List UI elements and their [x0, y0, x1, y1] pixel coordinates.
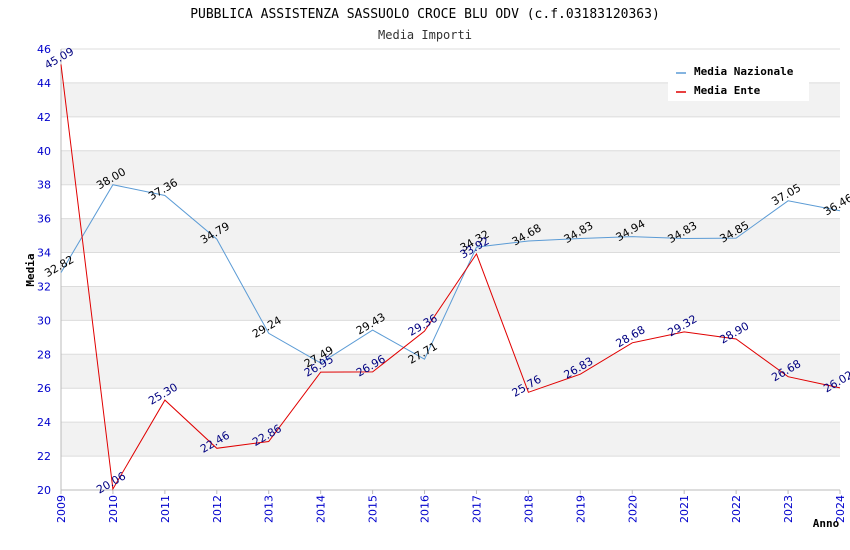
x-tick-label: 2018 [522, 495, 535, 523]
x-axis-label: Anno [813, 517, 840, 530]
y-tick-label: 46 [37, 43, 51, 56]
chart-title: PUBBLICA ASSISTENZA SASSUOLO CROCE BLU O… [190, 7, 660, 22]
grid-band [61, 150, 840, 185]
x-tick-label: 2012 [211, 495, 224, 523]
legend-label-ente: Media Ente [694, 84, 761, 97]
x-tick-label: 2022 [730, 495, 743, 523]
legend-label-national: Media Nazionale [694, 65, 794, 78]
y-tick-label: 22 [37, 450, 51, 463]
y-tick-label: 32 [37, 280, 51, 293]
legend: Media Nazionale Media Ente [668, 60, 809, 101]
x-tick-label: 2017 [470, 495, 483, 523]
x-tick-label: 2021 [678, 495, 691, 523]
y-tick-label: 28 [37, 348, 51, 361]
data-label: 28.68 [614, 323, 648, 350]
x-tick-label: 2013 [263, 495, 276, 523]
y-tick-label: 30 [37, 314, 51, 327]
series-line-media-ente [60, 64, 841, 491]
x-tick-label: 2010 [107, 495, 120, 523]
x-tick-label: 2015 [367, 495, 380, 523]
x-tick-label: 2009 [55, 495, 68, 523]
axes [60, 49, 840, 491]
data-label: 37.05 [769, 181, 803, 208]
grid-band [61, 354, 840, 389]
y-tick-label: 26 [37, 382, 51, 395]
x-tick-label: 2014 [315, 495, 328, 523]
legend-box [668, 60, 809, 101]
series-lines [60, 64, 841, 491]
y-axis-label: Media [24, 253, 37, 286]
x-tick-label: 2011 [159, 495, 172, 523]
y-tick-label: 44 [37, 77, 51, 90]
y-tick-label: 38 [37, 179, 51, 192]
y-tick-label: 40 [37, 145, 51, 158]
data-label: 36.46 [821, 191, 850, 218]
grid-bands [61, 82, 840, 457]
y-tick-labels: 20 22 24 26 28 30 32 34 36 38 40 42 44 46 [37, 43, 51, 497]
y-tick-label: 20 [37, 484, 51, 497]
chart-subtitle: Media Importi [378, 28, 472, 42]
data-label: 28.90 [717, 320, 751, 347]
series-line-media-nazionale [60, 184, 841, 364]
x-tick-label: 2016 [419, 495, 432, 523]
x-tick-label: 2020 [626, 495, 639, 523]
y-tick-label: 34 [37, 247, 51, 260]
y-tick-label: 42 [37, 111, 51, 124]
y-tick-label: 36 [37, 213, 51, 226]
grid-band [61, 218, 840, 253]
x-tick-label: 2024 [834, 495, 847, 523]
grid-band [61, 422, 840, 457]
x-tick-labels: 2009 2010 2011 2012 2013 2014 2015 2016 2017 2018… [55, 490, 847, 523]
x-tick-label: 2019 [574, 495, 587, 523]
x-tick-label: 2023 [782, 495, 795, 523]
y-tick-label: 24 [37, 416, 51, 429]
